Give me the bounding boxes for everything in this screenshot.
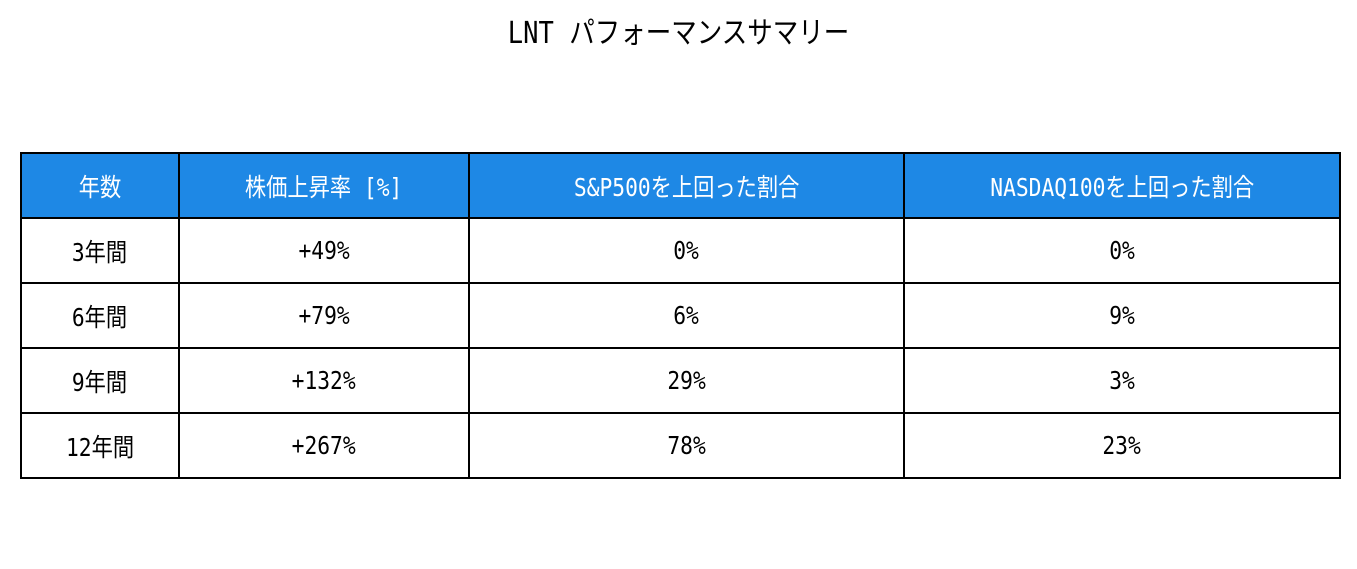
table-cell-text: 6年間 bbox=[72, 302, 128, 332]
table-cell-text: 78% bbox=[667, 431, 706, 460]
header-cell: 株価上昇率 [%] bbox=[178, 152, 470, 219]
table-cell-text: 23% bbox=[1102, 431, 1142, 460]
table-cell: 0% bbox=[468, 217, 905, 284]
table-cell-text: 3年間 bbox=[72, 237, 128, 267]
header-row: 年数 株価上昇率 [%] S&P500を上回った割合 NASDAQ100を上回った割合 bbox=[20, 152, 1341, 219]
table-cell: 29% bbox=[468, 347, 905, 414]
table-row: 6年間 +79% 6% 9% bbox=[20, 282, 1341, 349]
table-cell-text: 6% bbox=[673, 301, 700, 330]
header-cell: 年数 bbox=[20, 152, 180, 219]
table-cell: 78% bbox=[468, 412, 905, 479]
table-cell-text: 9% bbox=[1109, 301, 1135, 330]
table-cell: 9年間 bbox=[20, 347, 180, 414]
table-cell-text: 0% bbox=[673, 236, 700, 265]
header-cell-text: 株価上昇率 [%] bbox=[245, 172, 403, 202]
table-cell-text: 9年間 bbox=[72, 367, 128, 397]
table-cell: 3年間 bbox=[20, 217, 180, 284]
table-cell: +267% bbox=[178, 412, 470, 479]
summary-table: 年数 株価上昇率 [%] S&P500を上回った割合 NASDAQ100を上回った割合… bbox=[20, 152, 1341, 479]
table-cell: +132% bbox=[178, 347, 470, 414]
table-cell-text: 29% bbox=[667, 366, 706, 395]
table-cell-text: 3% bbox=[1109, 366, 1135, 395]
table-cell: 12年間 bbox=[20, 412, 180, 479]
table-cell-text: +79% bbox=[298, 301, 350, 330]
header-cell-text: 年数 bbox=[78, 172, 122, 202]
table-cell: 23% bbox=[903, 412, 1341, 479]
table-cell: 9% bbox=[903, 282, 1341, 349]
table-cell-text: +49% bbox=[298, 236, 350, 265]
header-cell: S&P500を上回った割合 bbox=[468, 152, 905, 219]
table-cell: 0% bbox=[903, 217, 1341, 284]
title: LNT パフォーマンスサマリー bbox=[507, 16, 850, 51]
table-cell-text: 12年間 bbox=[65, 432, 135, 462]
header-cell: NASDAQ100を上回った割合 bbox=[903, 152, 1341, 219]
table-row: 12年間 +267% 78% 23% bbox=[20, 412, 1341, 479]
table-cell: +49% bbox=[178, 217, 470, 284]
table-body: 3年間 +49% 0% 0% 6年間 +79% 6% 9% 9年間 +132% 29% 3% 12年間 +… bbox=[20, 217, 1341, 479]
header-cell-text: NASDAQ100を上回った割合 bbox=[990, 172, 1254, 202]
table-row: 9年間 +132% 29% 3% bbox=[20, 347, 1341, 414]
table-cell-text: 0% bbox=[1109, 236, 1135, 265]
header-cell-text: S&P500を上回った割合 bbox=[573, 172, 800, 202]
table-cell-text: +267% bbox=[292, 431, 356, 460]
table-cell: +79% bbox=[178, 282, 470, 349]
table-row: 3年間 +49% 0% 0% bbox=[20, 217, 1341, 284]
table-cell: 3% bbox=[903, 347, 1341, 414]
table-cell: 6年間 bbox=[20, 282, 180, 349]
table-cell-text: +132% bbox=[292, 366, 356, 395]
table-cell: 6% bbox=[468, 282, 905, 349]
